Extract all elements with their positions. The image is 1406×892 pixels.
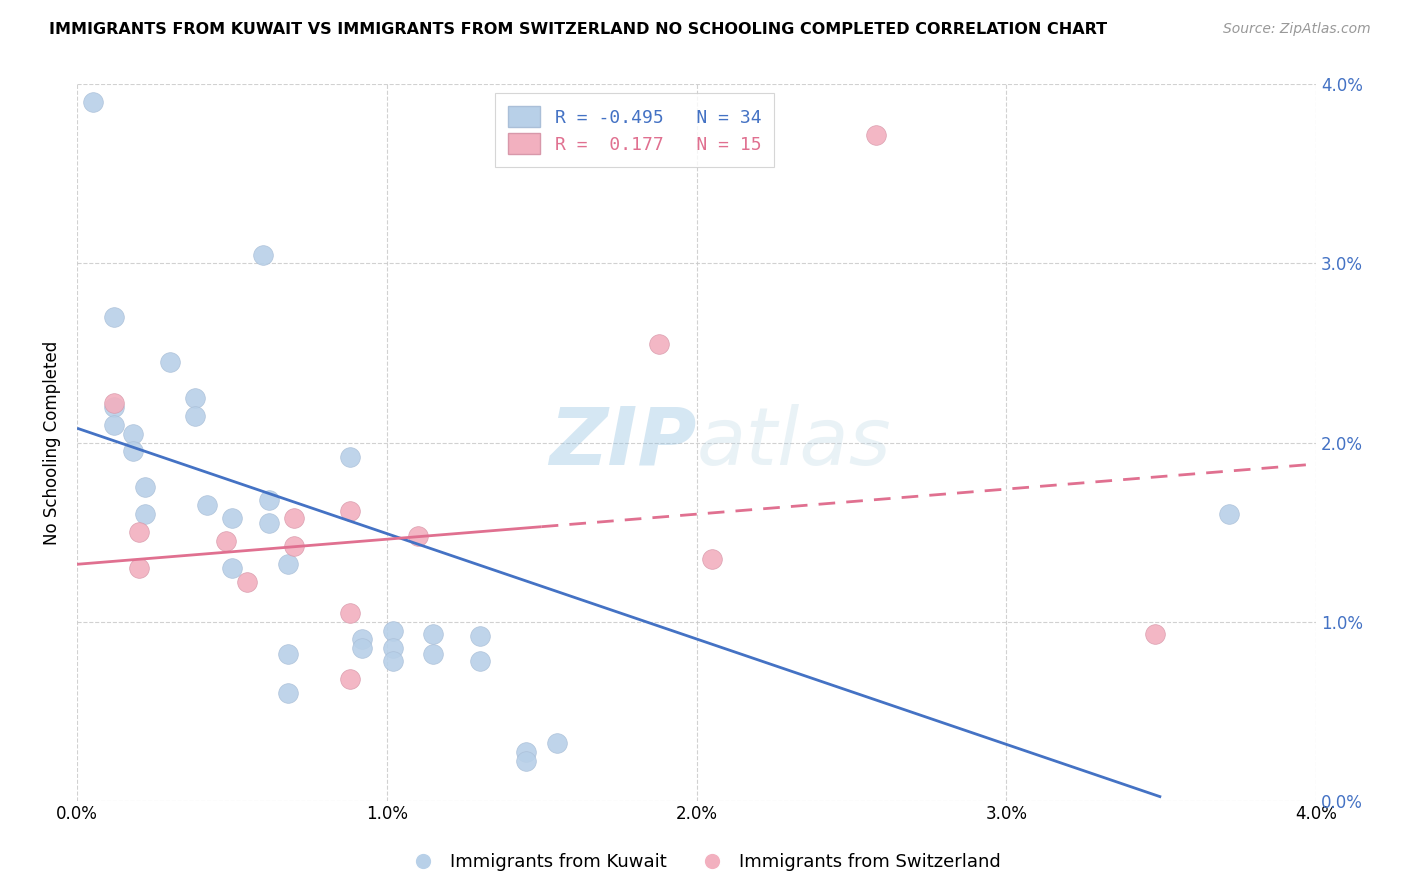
Text: ZIP: ZIP	[550, 403, 696, 482]
Point	[221, 510, 243, 524]
Point	[382, 641, 405, 656]
Point	[121, 444, 143, 458]
Point	[339, 606, 361, 620]
Point	[252, 247, 274, 261]
Point	[277, 647, 299, 661]
Point	[339, 503, 361, 517]
Point	[339, 672, 361, 686]
Text: atlas: atlas	[696, 403, 891, 482]
Point	[277, 686, 299, 700]
Point	[352, 641, 374, 656]
Point	[215, 534, 238, 549]
Point	[382, 654, 405, 668]
Point	[134, 480, 156, 494]
Point	[184, 391, 207, 405]
Point	[422, 627, 444, 641]
Point	[283, 510, 305, 524]
Point	[422, 647, 444, 661]
Point	[195, 498, 218, 512]
Point	[406, 528, 429, 542]
Point	[221, 561, 243, 575]
Point	[159, 355, 181, 369]
Point	[103, 417, 125, 432]
Y-axis label: No Schooling Completed: No Schooling Completed	[44, 341, 60, 545]
Point	[103, 396, 125, 410]
Point	[257, 516, 280, 530]
Point	[103, 310, 125, 325]
Point	[700, 552, 723, 566]
Point	[382, 624, 405, 638]
Point	[865, 128, 887, 142]
Point	[1143, 627, 1166, 641]
Point	[1218, 507, 1240, 521]
Point	[128, 524, 150, 539]
Point	[546, 736, 568, 750]
Point	[283, 540, 305, 554]
Point	[339, 450, 361, 464]
Text: Source: ZipAtlas.com: Source: ZipAtlas.com	[1223, 22, 1371, 37]
Point	[468, 654, 491, 668]
Point	[277, 558, 299, 572]
Point	[648, 337, 671, 351]
Point	[352, 632, 374, 647]
Point	[82, 95, 104, 110]
Point	[515, 745, 537, 759]
Text: IMMIGRANTS FROM KUWAIT VS IMMIGRANTS FROM SWITZERLAND NO SCHOOLING COMPLETED COR: IMMIGRANTS FROM KUWAIT VS IMMIGRANTS FRO…	[49, 22, 1108, 37]
Point	[134, 507, 156, 521]
Point	[184, 409, 207, 423]
Point	[121, 426, 143, 441]
Point	[468, 629, 491, 643]
Point	[515, 754, 537, 768]
Legend: Immigrants from Kuwait, Immigrants from Switzerland: Immigrants from Kuwait, Immigrants from …	[398, 847, 1008, 879]
Point	[128, 561, 150, 575]
Point	[236, 575, 259, 590]
Legend: R = -0.495   N = 34, R =  0.177   N = 15: R = -0.495 N = 34, R = 0.177 N = 15	[495, 94, 773, 167]
Point	[257, 492, 280, 507]
Point	[103, 400, 125, 414]
